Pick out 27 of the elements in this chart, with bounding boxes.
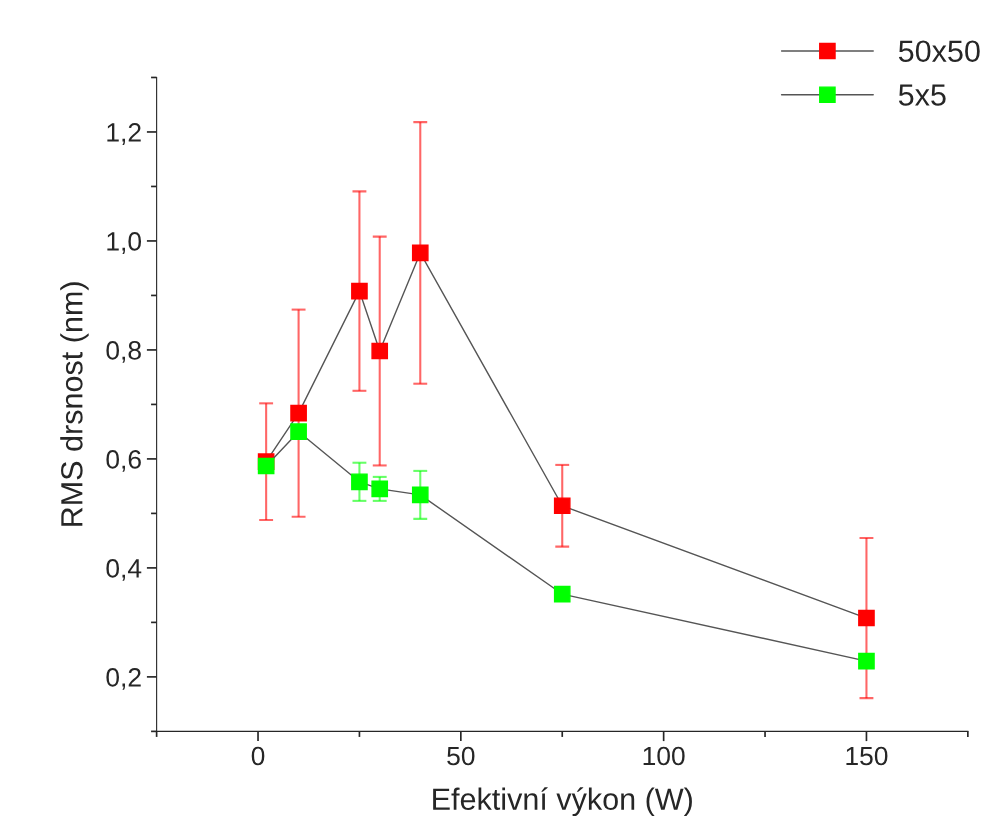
y-tick-label: 1,0: [107, 232, 142, 254]
x-tick-label: 50: [447, 746, 475, 766]
y-tick-label: 0,2: [106, 668, 141, 690]
point: [858, 652, 875, 670]
y-axis-title: RMS drsnost (nm): [60, 282, 89, 526]
point: [553, 585, 571, 603]
point: [257, 457, 275, 475]
x-axis-title: Efektivní výkon (W): [433, 787, 692, 817]
legend-label: 5x5: [898, 84, 946, 106]
point: [371, 480, 389, 498]
y-tick-label: 1,2: [107, 123, 141, 145]
y-tick-label: 0,4: [106, 559, 142, 581]
point: [290, 404, 307, 422]
point: [290, 423, 307, 441]
point: [411, 486, 429, 504]
x-tick-label: 0: [251, 746, 265, 766]
y-tick-label: 0,8: [106, 341, 141, 363]
y-tick-label: 0,6: [106, 450, 141, 472]
point: [858, 609, 875, 627]
x-tick-label: 100: [643, 746, 685, 766]
point: [351, 473, 368, 491]
legend-label: 50x50: [898, 40, 980, 63]
x-tick-label: 150: [846, 746, 888, 766]
point: [351, 282, 368, 300]
point: [553, 497, 571, 515]
point: [411, 244, 429, 262]
point: [371, 342, 389, 360]
